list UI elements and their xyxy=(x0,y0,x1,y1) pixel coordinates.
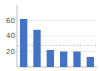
y-tick-label: 60 xyxy=(6,17,15,25)
bar xyxy=(20,19,27,67)
plot-area xyxy=(17,19,97,67)
grid-line xyxy=(17,51,97,52)
grid-line xyxy=(17,36,97,37)
bar xyxy=(60,52,67,68)
grid-line xyxy=(17,20,97,21)
y-tick-label: 20 xyxy=(6,48,15,56)
chart-container: 20 40 60 xyxy=(0,0,100,71)
bar xyxy=(87,57,94,67)
y-axis xyxy=(17,5,18,67)
y-tick-label: 40 xyxy=(6,32,15,40)
reference-line xyxy=(17,45,97,46)
bar xyxy=(33,30,40,67)
bar xyxy=(47,50,54,67)
bar xyxy=(73,52,80,68)
chart: 20 40 60 xyxy=(0,0,100,71)
x-axis xyxy=(17,67,97,68)
